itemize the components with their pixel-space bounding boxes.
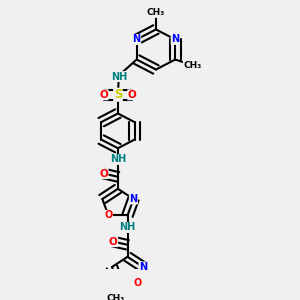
Text: O: O [128, 90, 136, 100]
Text: N: N [129, 194, 137, 204]
Text: O: O [109, 237, 118, 247]
Text: CH₃: CH₃ [183, 61, 202, 70]
Text: N: N [171, 34, 179, 44]
Text: NH: NH [111, 72, 127, 82]
Text: O: O [99, 169, 108, 178]
Text: O: O [104, 210, 112, 220]
Text: N: N [133, 34, 141, 44]
Text: CH₃: CH₃ [147, 8, 165, 17]
Text: NH: NH [110, 154, 126, 164]
Text: NH: NH [119, 222, 136, 233]
Text: S: S [114, 88, 122, 101]
Text: N: N [139, 262, 147, 272]
Text: O: O [99, 90, 108, 100]
Text: CH₃: CH₃ [106, 294, 125, 300]
Text: O: O [133, 278, 141, 288]
